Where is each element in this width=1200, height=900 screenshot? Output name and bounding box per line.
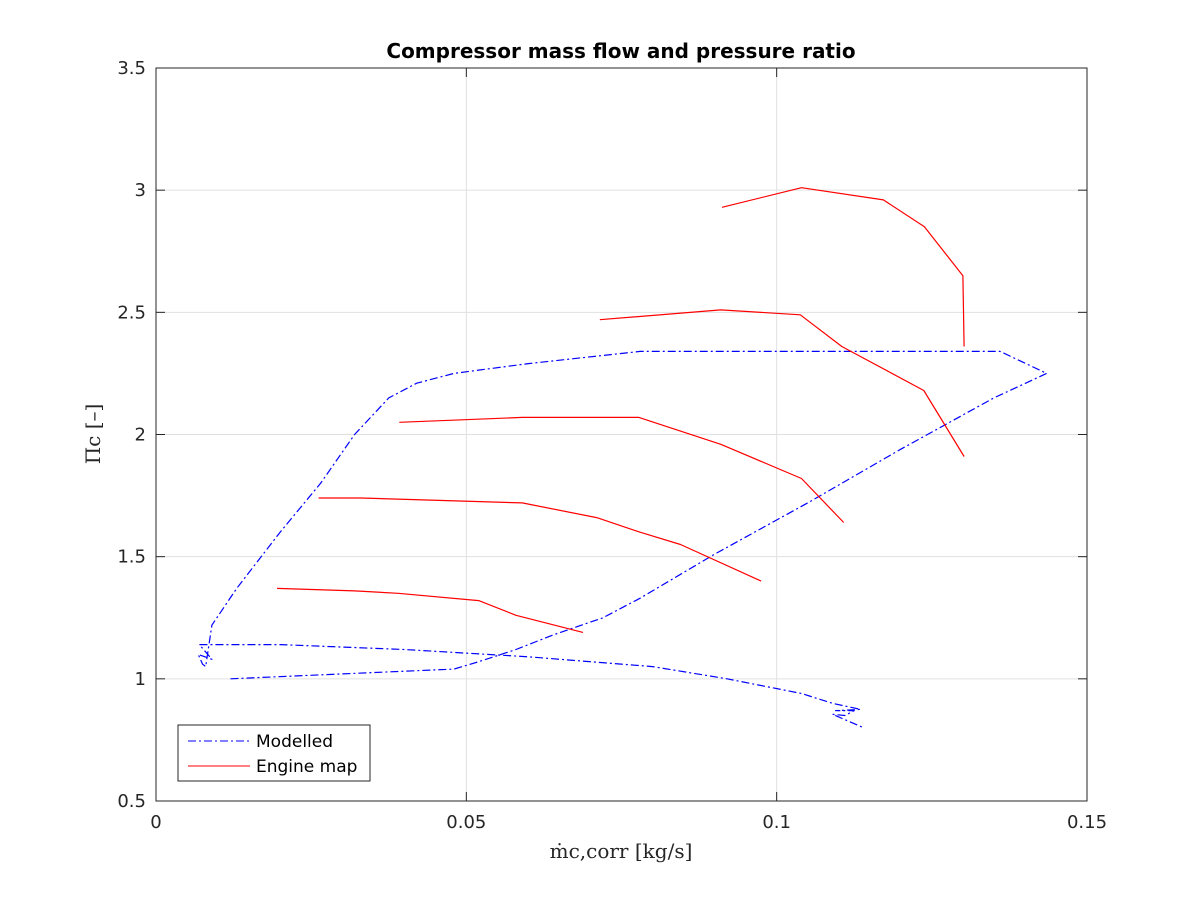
x-tick-label: 0.1 (762, 812, 791, 833)
series-line-modelled (197, 350, 1048, 729)
y-axis-label: Πc [–] (81, 404, 105, 465)
x-axis-label: ṁc,corr [kg/s] (550, 839, 693, 863)
y-tick-label: 3.5 (117, 58, 146, 79)
y-tick-label: 1.5 (117, 547, 146, 568)
y-tick-label: 2 (135, 425, 146, 446)
series-line-engine-map-3 (399, 416, 845, 523)
y-tick-label: 3 (135, 180, 146, 201)
legend-label-engine-map: Engine map (256, 757, 357, 777)
ticks: 0 0.05 0.1 0.15 0.5 1 1.5 2 2.5 3 3.5 (117, 58, 1107, 833)
legend-box (177, 724, 371, 782)
data-lines (197, 187, 1048, 729)
x-tick-label: 0.15 (1067, 812, 1107, 833)
legend: Modelled Engine map (177, 724, 371, 782)
series-line-engine-map-4 (599, 309, 965, 457)
series-line-engine-map-5 (721, 187, 965, 347)
y-tick-label: 2.5 (117, 302, 146, 323)
chart-title: Compressor mass flow and pressure ratio (386, 39, 855, 63)
y-tick-label: 1 (135, 669, 146, 690)
legend-label-modelled: Modelled (256, 732, 333, 752)
series-line-engine-map-2 (318, 497, 762, 582)
series-line-engine-map-1 (276, 587, 584, 633)
x-tick-label: 0.05 (446, 812, 486, 833)
grid (156, 68, 1087, 801)
y-tick-label: 0.5 (117, 791, 146, 812)
x-tick-label: 0 (150, 812, 161, 833)
